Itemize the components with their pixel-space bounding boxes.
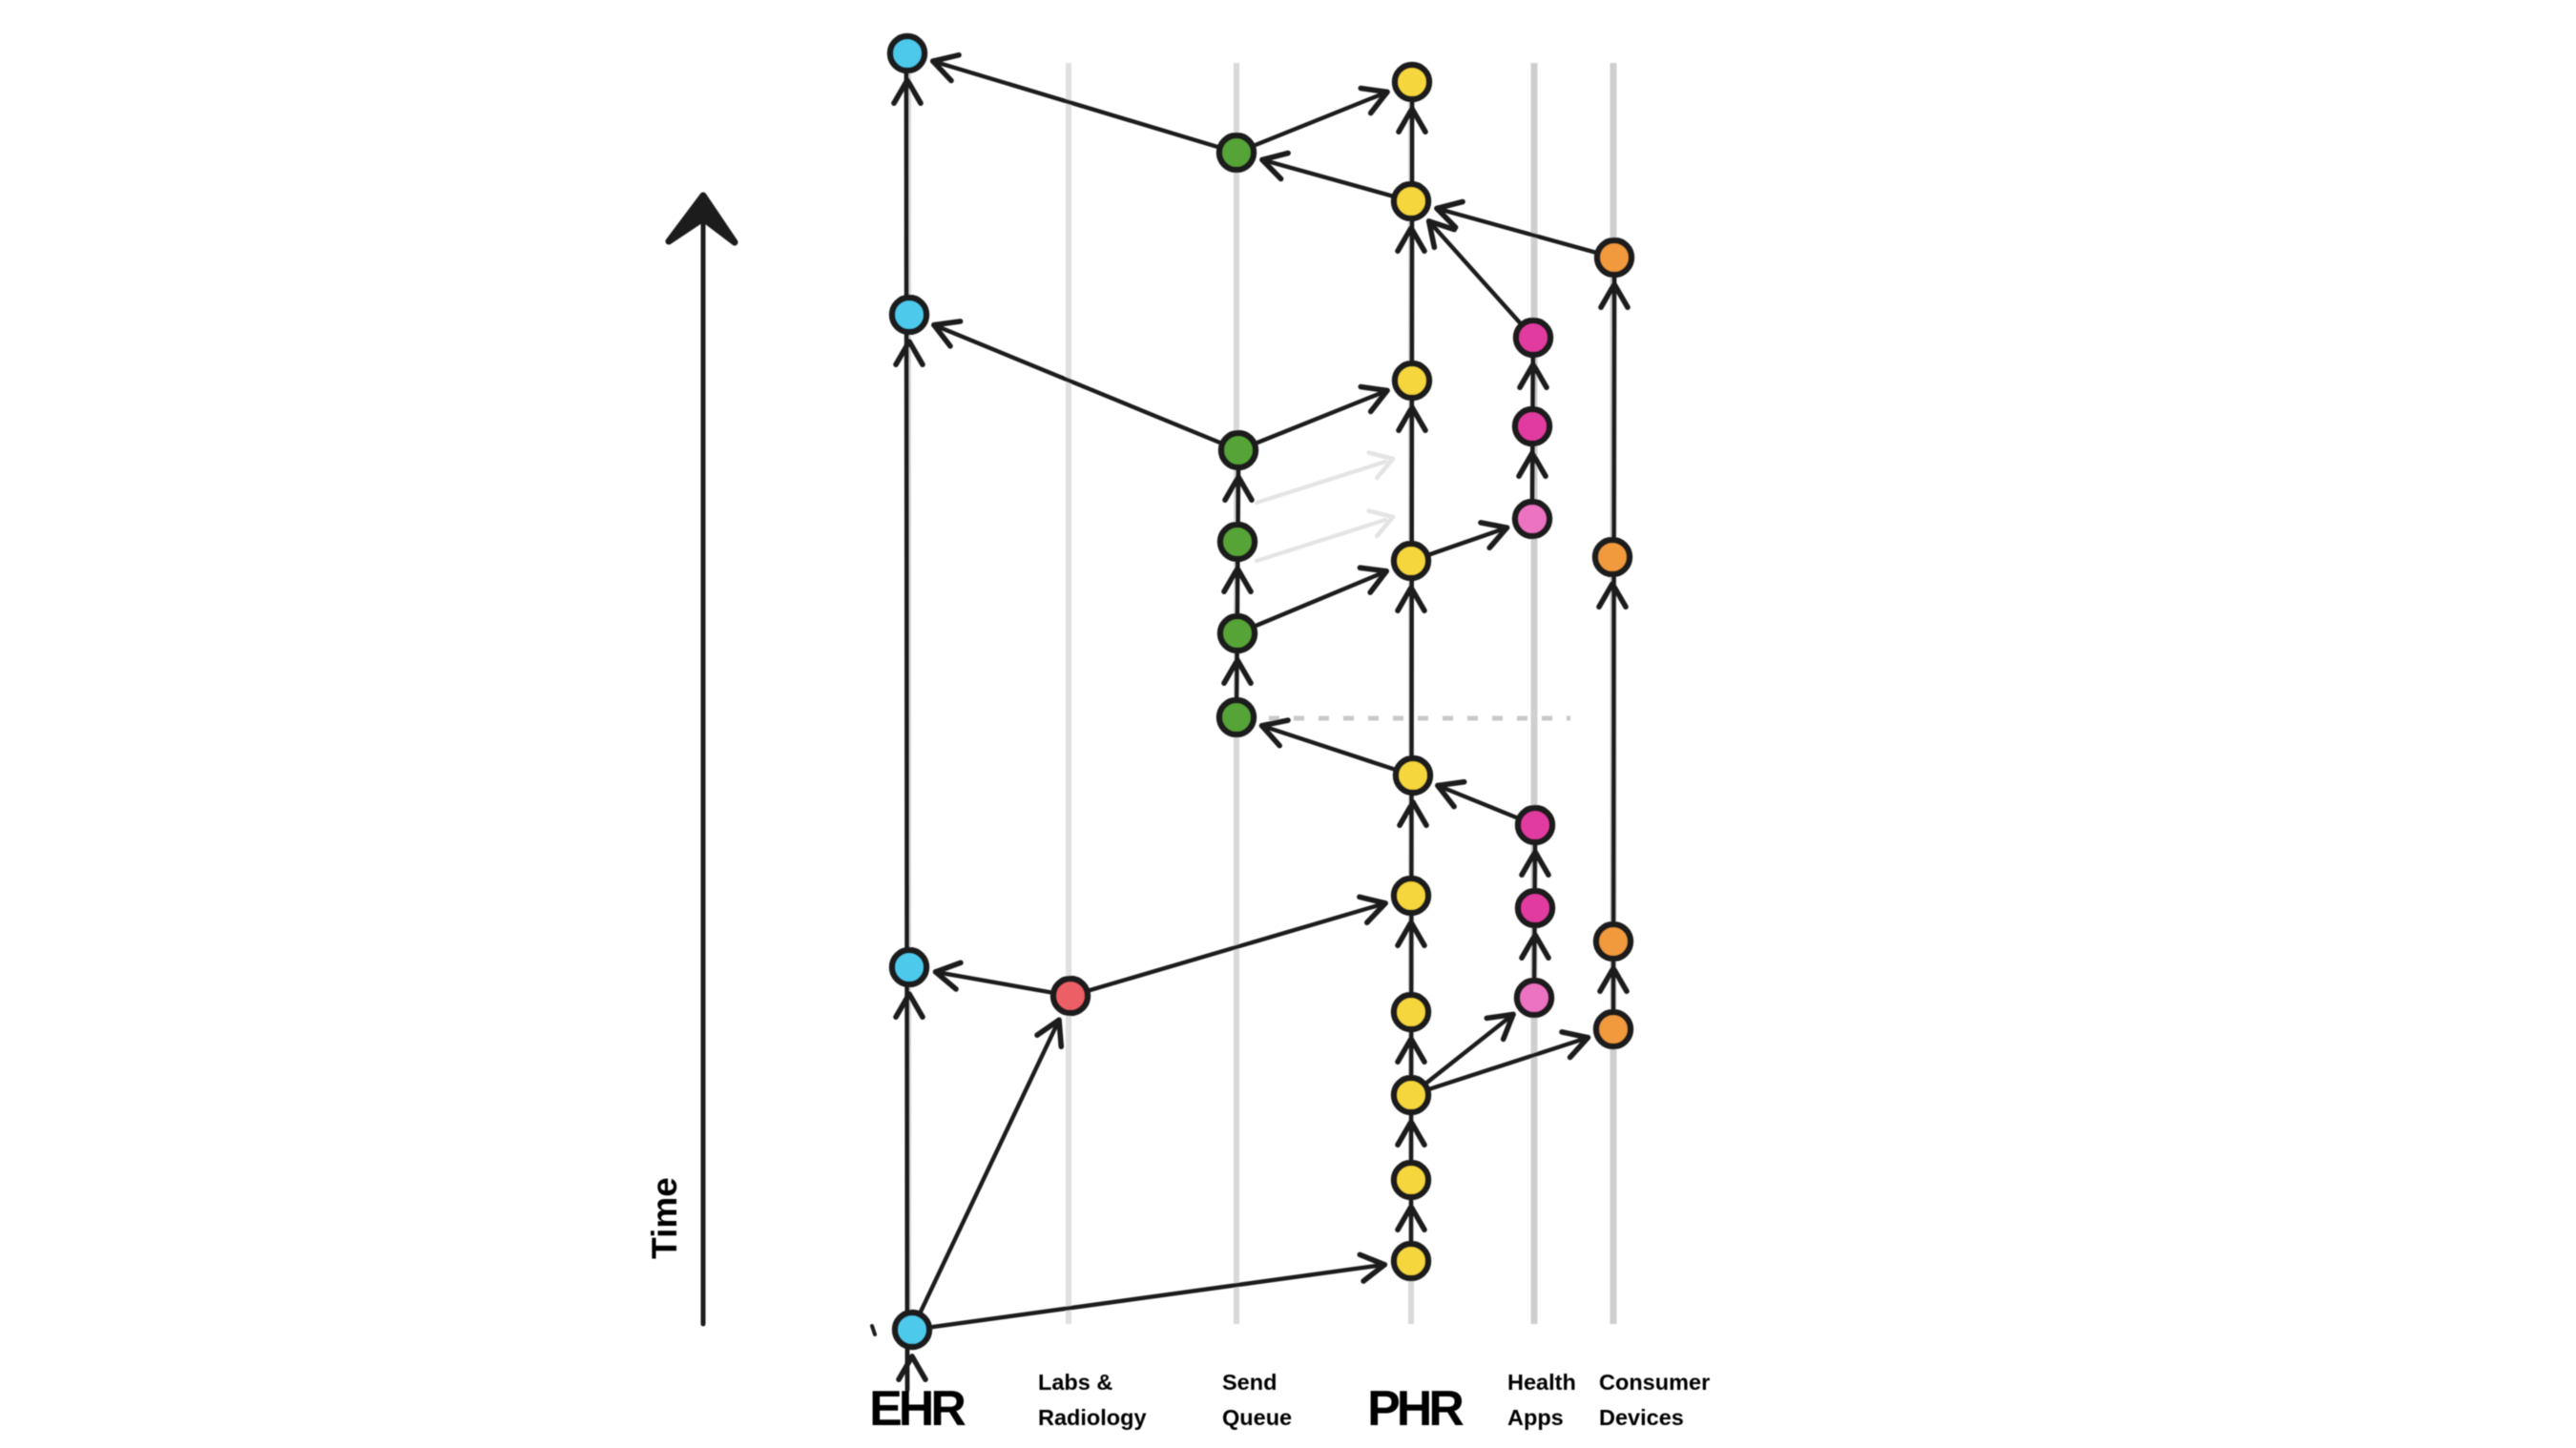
svg-text:Queue: Queue — [1222, 1405, 1292, 1430]
svg-text:Radiology: Radiology — [1038, 1405, 1147, 1430]
svg-text:PHR: PHR — [1367, 1381, 1464, 1437]
svg-text:Labs &: Labs & — [1038, 1370, 1112, 1395]
svg-text:Time: Time — [645, 1177, 684, 1259]
svg-text:Health: Health — [1507, 1370, 1576, 1395]
svg-text:Apps: Apps — [1507, 1405, 1564, 1430]
svg-text:Consumer: Consumer — [1599, 1370, 1710, 1395]
svg-text:Send: Send — [1222, 1370, 1277, 1395]
svg-text:Devices: Devices — [1599, 1405, 1684, 1430]
svg-text:EHR: EHR — [869, 1381, 966, 1437]
